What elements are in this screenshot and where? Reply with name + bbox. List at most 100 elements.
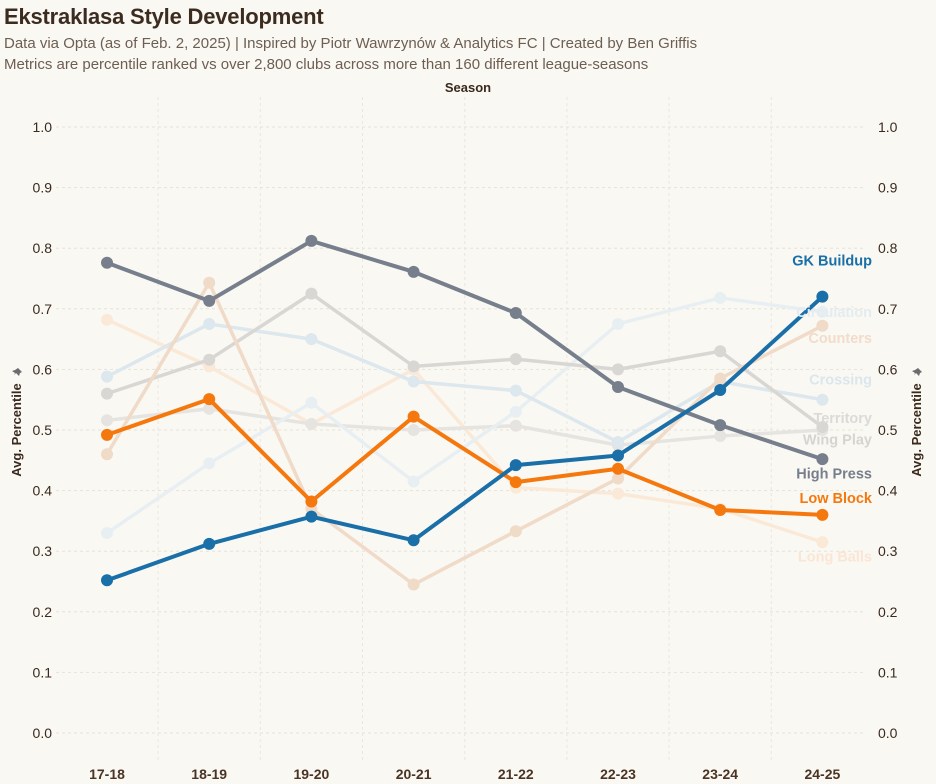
data-point[interactable] xyxy=(305,495,318,508)
series-line[interactable] xyxy=(105,296,825,535)
data-point[interactable] xyxy=(714,419,727,432)
data-point[interactable] xyxy=(816,453,829,466)
data-point[interactable] xyxy=(101,313,113,326)
data-point[interactable] xyxy=(612,487,624,500)
y-tick-label: 0.2 xyxy=(878,604,898,620)
data-point[interactable] xyxy=(101,370,113,383)
data-point[interactable] xyxy=(407,424,420,436)
data-point[interactable] xyxy=(509,419,522,432)
y-tick-label: 0.0 xyxy=(33,725,53,741)
data-point[interactable] xyxy=(407,375,420,388)
data-point[interactable] xyxy=(203,393,216,406)
data-point[interactable] xyxy=(305,234,318,247)
data-point[interactable] xyxy=(203,537,216,550)
data-point[interactable] xyxy=(203,457,216,470)
series-line[interactable] xyxy=(105,407,825,447)
data-point[interactable] xyxy=(509,525,522,538)
chart-subtitle-method: Metrics are percentile ranked vs over 2,… xyxy=(4,56,649,73)
pin-icon[interactable] xyxy=(12,368,22,376)
y-tick-label: 0.3 xyxy=(33,543,53,559)
data-point[interactable] xyxy=(714,372,727,385)
data-point[interactable] xyxy=(714,503,727,516)
data-point[interactable] xyxy=(612,449,624,462)
data-point[interactable] xyxy=(101,448,113,461)
series-end-label: High Press xyxy=(796,467,872,483)
y-tick-label: 0.0 xyxy=(878,725,898,741)
y-tick-label: 0.9 xyxy=(878,180,898,196)
data-point[interactable] xyxy=(305,510,318,523)
data-point[interactable] xyxy=(101,428,113,441)
y-axis-title: Avg. Percentile xyxy=(909,383,924,476)
series-high-press[interactable] xyxy=(101,234,829,466)
series-circulation[interactable] xyxy=(101,291,829,540)
pin-icon[interactable] xyxy=(912,368,922,376)
series-line[interactable] xyxy=(105,280,825,587)
data-point[interactable] xyxy=(816,305,829,318)
series-line[interactable] xyxy=(105,397,825,517)
data-point[interactable] xyxy=(407,534,420,547)
data-point[interactable] xyxy=(714,345,727,358)
series-crossing[interactable] xyxy=(101,317,829,449)
data-point[interactable] xyxy=(816,508,829,521)
data-point[interactable] xyxy=(509,459,522,472)
data-point[interactable] xyxy=(407,360,420,373)
y-tick-label: 0.8 xyxy=(878,240,898,256)
data-point[interactable] xyxy=(101,414,113,427)
data-point[interactable] xyxy=(101,387,113,400)
data-point[interactable] xyxy=(203,317,216,330)
data-point[interactable] xyxy=(816,319,829,332)
data-point[interactable] xyxy=(816,393,829,406)
data-point[interactable] xyxy=(612,363,624,376)
y-tick-label: 0.7 xyxy=(33,301,53,317)
x-tick-label: 21-22 xyxy=(498,766,534,782)
series-territory[interactable] xyxy=(101,287,829,433)
data-point[interactable] xyxy=(509,353,522,366)
data-point[interactable] xyxy=(203,402,216,415)
data-point[interactable] xyxy=(816,536,829,549)
y-tick-label: 0.5 xyxy=(33,422,53,438)
data-point[interactable] xyxy=(816,290,829,303)
data-point[interactable] xyxy=(203,276,216,289)
series-low-block[interactable] xyxy=(101,393,829,521)
data-point[interactable] xyxy=(612,380,624,393)
data-point[interactable] xyxy=(101,527,113,540)
y-tick-label: 0.8 xyxy=(33,240,53,256)
data-point[interactable] xyxy=(407,265,420,278)
y-axis-title-right: Avg. Percentile xyxy=(909,383,924,476)
data-point[interactable] xyxy=(407,410,420,423)
data-point[interactable] xyxy=(305,333,318,346)
data-point[interactable] xyxy=(509,307,522,320)
data-point[interactable] xyxy=(305,417,318,430)
series-end-label: Crossing xyxy=(809,373,872,389)
data-point[interactable] xyxy=(407,578,420,591)
data-point[interactable] xyxy=(612,317,624,330)
y-tick-label: 0.9 xyxy=(33,180,53,196)
series-line[interactable] xyxy=(105,291,825,429)
data-point[interactable] xyxy=(203,353,216,366)
data-point[interactable] xyxy=(612,472,624,485)
y-axis-title: Avg. Percentile xyxy=(9,383,24,476)
series-end-label: GK Buildup xyxy=(792,253,872,269)
data-point[interactable] xyxy=(714,430,727,443)
data-point[interactable] xyxy=(407,475,420,488)
data-point[interactable] xyxy=(101,256,113,269)
data-point[interactable] xyxy=(612,462,624,475)
data-point[interactable] xyxy=(612,436,624,449)
data-point[interactable] xyxy=(816,420,829,433)
y-tick-label: 0.4 xyxy=(33,483,53,499)
series-gk-buildup[interactable] xyxy=(101,290,829,587)
data-point[interactable] xyxy=(714,384,727,397)
data-point[interactable] xyxy=(305,287,318,300)
series-line[interactable] xyxy=(105,294,825,583)
data-point[interactable] xyxy=(714,291,727,304)
y-tick-label: 0.5 xyxy=(878,422,898,438)
data-point[interactable] xyxy=(101,574,113,587)
y-tick-label: 1.0 xyxy=(33,119,53,135)
data-point[interactable] xyxy=(203,294,216,307)
data-point[interactable] xyxy=(509,405,522,418)
data-point[interactable] xyxy=(509,384,522,397)
data-point[interactable] xyxy=(305,396,318,409)
series-line[interactable] xyxy=(105,238,825,462)
data-point[interactable] xyxy=(509,476,522,489)
series-line[interactable] xyxy=(105,322,825,444)
